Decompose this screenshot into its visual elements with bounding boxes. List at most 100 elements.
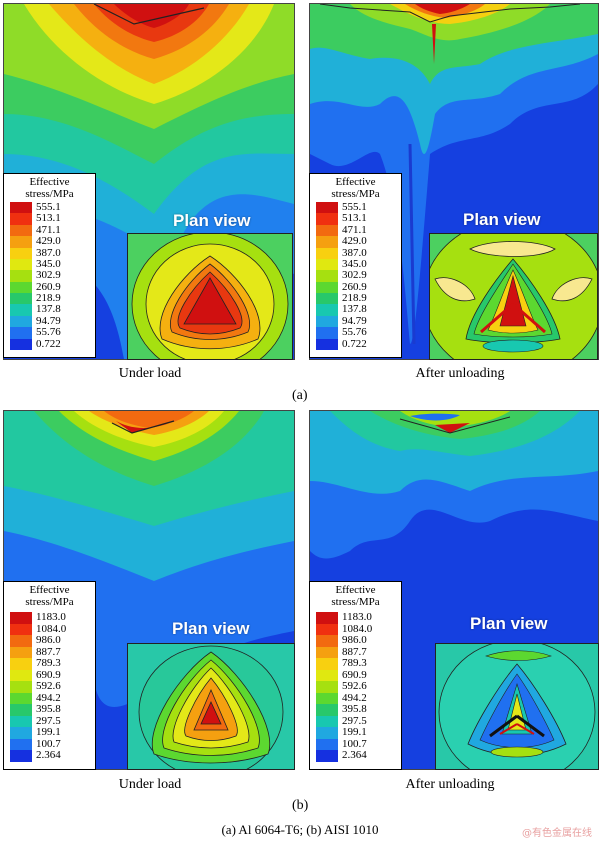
plan-view-label-a-left: Plan view — [173, 211, 251, 230]
plan-view-label-b-right: Plan view — [470, 614, 548, 633]
legend-swatch — [316, 224, 338, 237]
stress-legend-b-left: Effective stress/MPa 1183.0 1084.0 986.0 88… — [3, 581, 96, 770]
figure-label-b: (b) — [292, 798, 309, 813]
legend-swatch — [10, 750, 32, 762]
plan-view-inset-b-left — [127, 643, 295, 770]
legend-swatch — [10, 338, 32, 350]
legend-swatch — [10, 270, 32, 282]
legend-value: 789.3 — [36, 657, 61, 670]
legend-swatch — [316, 738, 338, 751]
legend-value: 1183.0 — [342, 611, 372, 623]
legend-swatch — [10, 224, 32, 237]
legend-title: Effective stress/MPa — [331, 584, 380, 608]
plan-view-label-a-right: Plan view — [463, 210, 541, 229]
legend-swatch — [316, 213, 338, 225]
legend-swatch — [10, 681, 32, 693]
plan-view-contours — [128, 644, 294, 769]
stress-legend-a-left: Effective stress/MPa 555.1 513.1 471.1 429.… — [3, 173, 96, 358]
legend-scale: 1183.0 1084.0 986.0 887.7 789.3 690.9 592.6 494… — [4, 612, 95, 762]
stress-legend-b-right: Effective stress/MPa 1183.0 1084.0 986.0 88… — [309, 581, 402, 770]
legend-swatch — [10, 315, 32, 328]
legend-swatch — [10, 635, 32, 647]
caption-under-load-a: Under load — [118, 366, 182, 381]
legend-swatch — [316, 304, 338, 316]
legend-swatch — [316, 635, 338, 647]
plan-view-inset-a-right — [429, 233, 598, 360]
legend-swatch — [10, 247, 32, 259]
legend-value: 887.7 — [36, 645, 61, 658]
legend-title: Effective stress/MPa — [25, 584, 74, 608]
legend-swatch — [316, 202, 338, 214]
legend-swatch — [316, 315, 338, 328]
legend-swatch — [10, 304, 32, 316]
legend-title: Effective stress/MPa — [25, 176, 74, 200]
legend-value: 429.0 — [36, 235, 61, 248]
legend-value: 986.0 — [342, 634, 367, 647]
legend-swatch — [316, 727, 338, 739]
legend-swatch — [10, 704, 32, 716]
legend-value: 494.2 — [36, 691, 61, 704]
legend-value: 429.0 — [342, 235, 367, 248]
legend-value: 302.9 — [36, 269, 61, 282]
caption-after-unloading-b: After unloading — [405, 777, 495, 792]
legend-value: 94.79 — [36, 314, 61, 327]
legend-swatch — [316, 692, 338, 705]
plan-view-inset-b-right — [435, 643, 599, 770]
legend-swatch — [316, 270, 338, 282]
legend-swatch — [10, 293, 32, 305]
legend-value: 302.9 — [342, 269, 367, 282]
legend-swatch — [316, 258, 338, 271]
legend-swatch — [10, 658, 32, 670]
legend-swatch — [10, 692, 32, 705]
legend-swatch — [10, 327, 32, 339]
legend-scale: 555.1 513.1 471.1 429.0 387.0 345.0 302.9 260.9… — [4, 202, 95, 350]
figure-label-a: (a) — [292, 388, 308, 403]
legend-value: 592.6 — [36, 680, 61, 693]
watermark: @有色金属在线 — [522, 828, 592, 839]
legend-swatch — [316, 681, 338, 693]
legend-value: 592.6 — [342, 680, 367, 693]
legend-swatch — [10, 213, 32, 225]
legend-value: 2.364 — [36, 749, 61, 762]
legend-value: 986.0 — [36, 634, 61, 647]
plan-view-contours — [430, 234, 597, 359]
legend-value: 513.1 — [342, 212, 367, 225]
legend-value: 555.1 — [342, 201, 367, 213]
legend-swatch — [10, 715, 32, 728]
legend-value: 199.1 — [342, 726, 367, 739]
legend-swatch — [10, 727, 32, 739]
legend-swatch — [316, 612, 338, 624]
legend-value: 1084.0 — [36, 622, 67, 635]
legend-value: 1183.0 — [36, 611, 66, 623]
legend-value: 137.8 — [342, 303, 367, 316]
plan-view-contours — [436, 644, 598, 769]
legend-scale: 1183.0 1084.0 986.0 887.7 789.3 690.9 592.6 494… — [310, 612, 401, 762]
legend-value: 55.76 — [342, 326, 367, 339]
legend-swatch — [316, 669, 338, 682]
figure-caption: (a) Al 6064-T6; (b) AISI 1010 — [221, 822, 379, 837]
legend-swatch — [10, 738, 32, 751]
legend-value: 94.79 — [342, 314, 367, 327]
legend-value: 260.9 — [342, 280, 367, 293]
legend-swatch — [316, 623, 338, 636]
legend-swatch — [316, 750, 338, 762]
legend-swatch — [10, 669, 32, 682]
legend-value: 297.5 — [36, 714, 61, 727]
legend-swatch — [10, 236, 32, 248]
legend-value: 345.0 — [36, 257, 61, 270]
legend-swatch — [316, 327, 338, 339]
legend-value: 0.722 — [36, 337, 61, 350]
legend-swatch — [316, 646, 338, 659]
legend-value: 513.1 — [36, 212, 61, 225]
legend-value: 789.3 — [342, 657, 367, 670]
legend-value: 555.1 — [36, 201, 61, 213]
legend-value: 2.364 — [342, 749, 367, 762]
legend-swatch — [10, 623, 32, 636]
legend-swatch — [10, 202, 32, 214]
legend-value: 395.8 — [36, 703, 61, 716]
legend-title: Effective stress/MPa — [331, 176, 380, 200]
legend-value: 387.0 — [36, 246, 61, 259]
legend-swatch — [316, 236, 338, 248]
legend-swatch — [10, 258, 32, 271]
legend-value: 0.722 — [342, 337, 367, 350]
